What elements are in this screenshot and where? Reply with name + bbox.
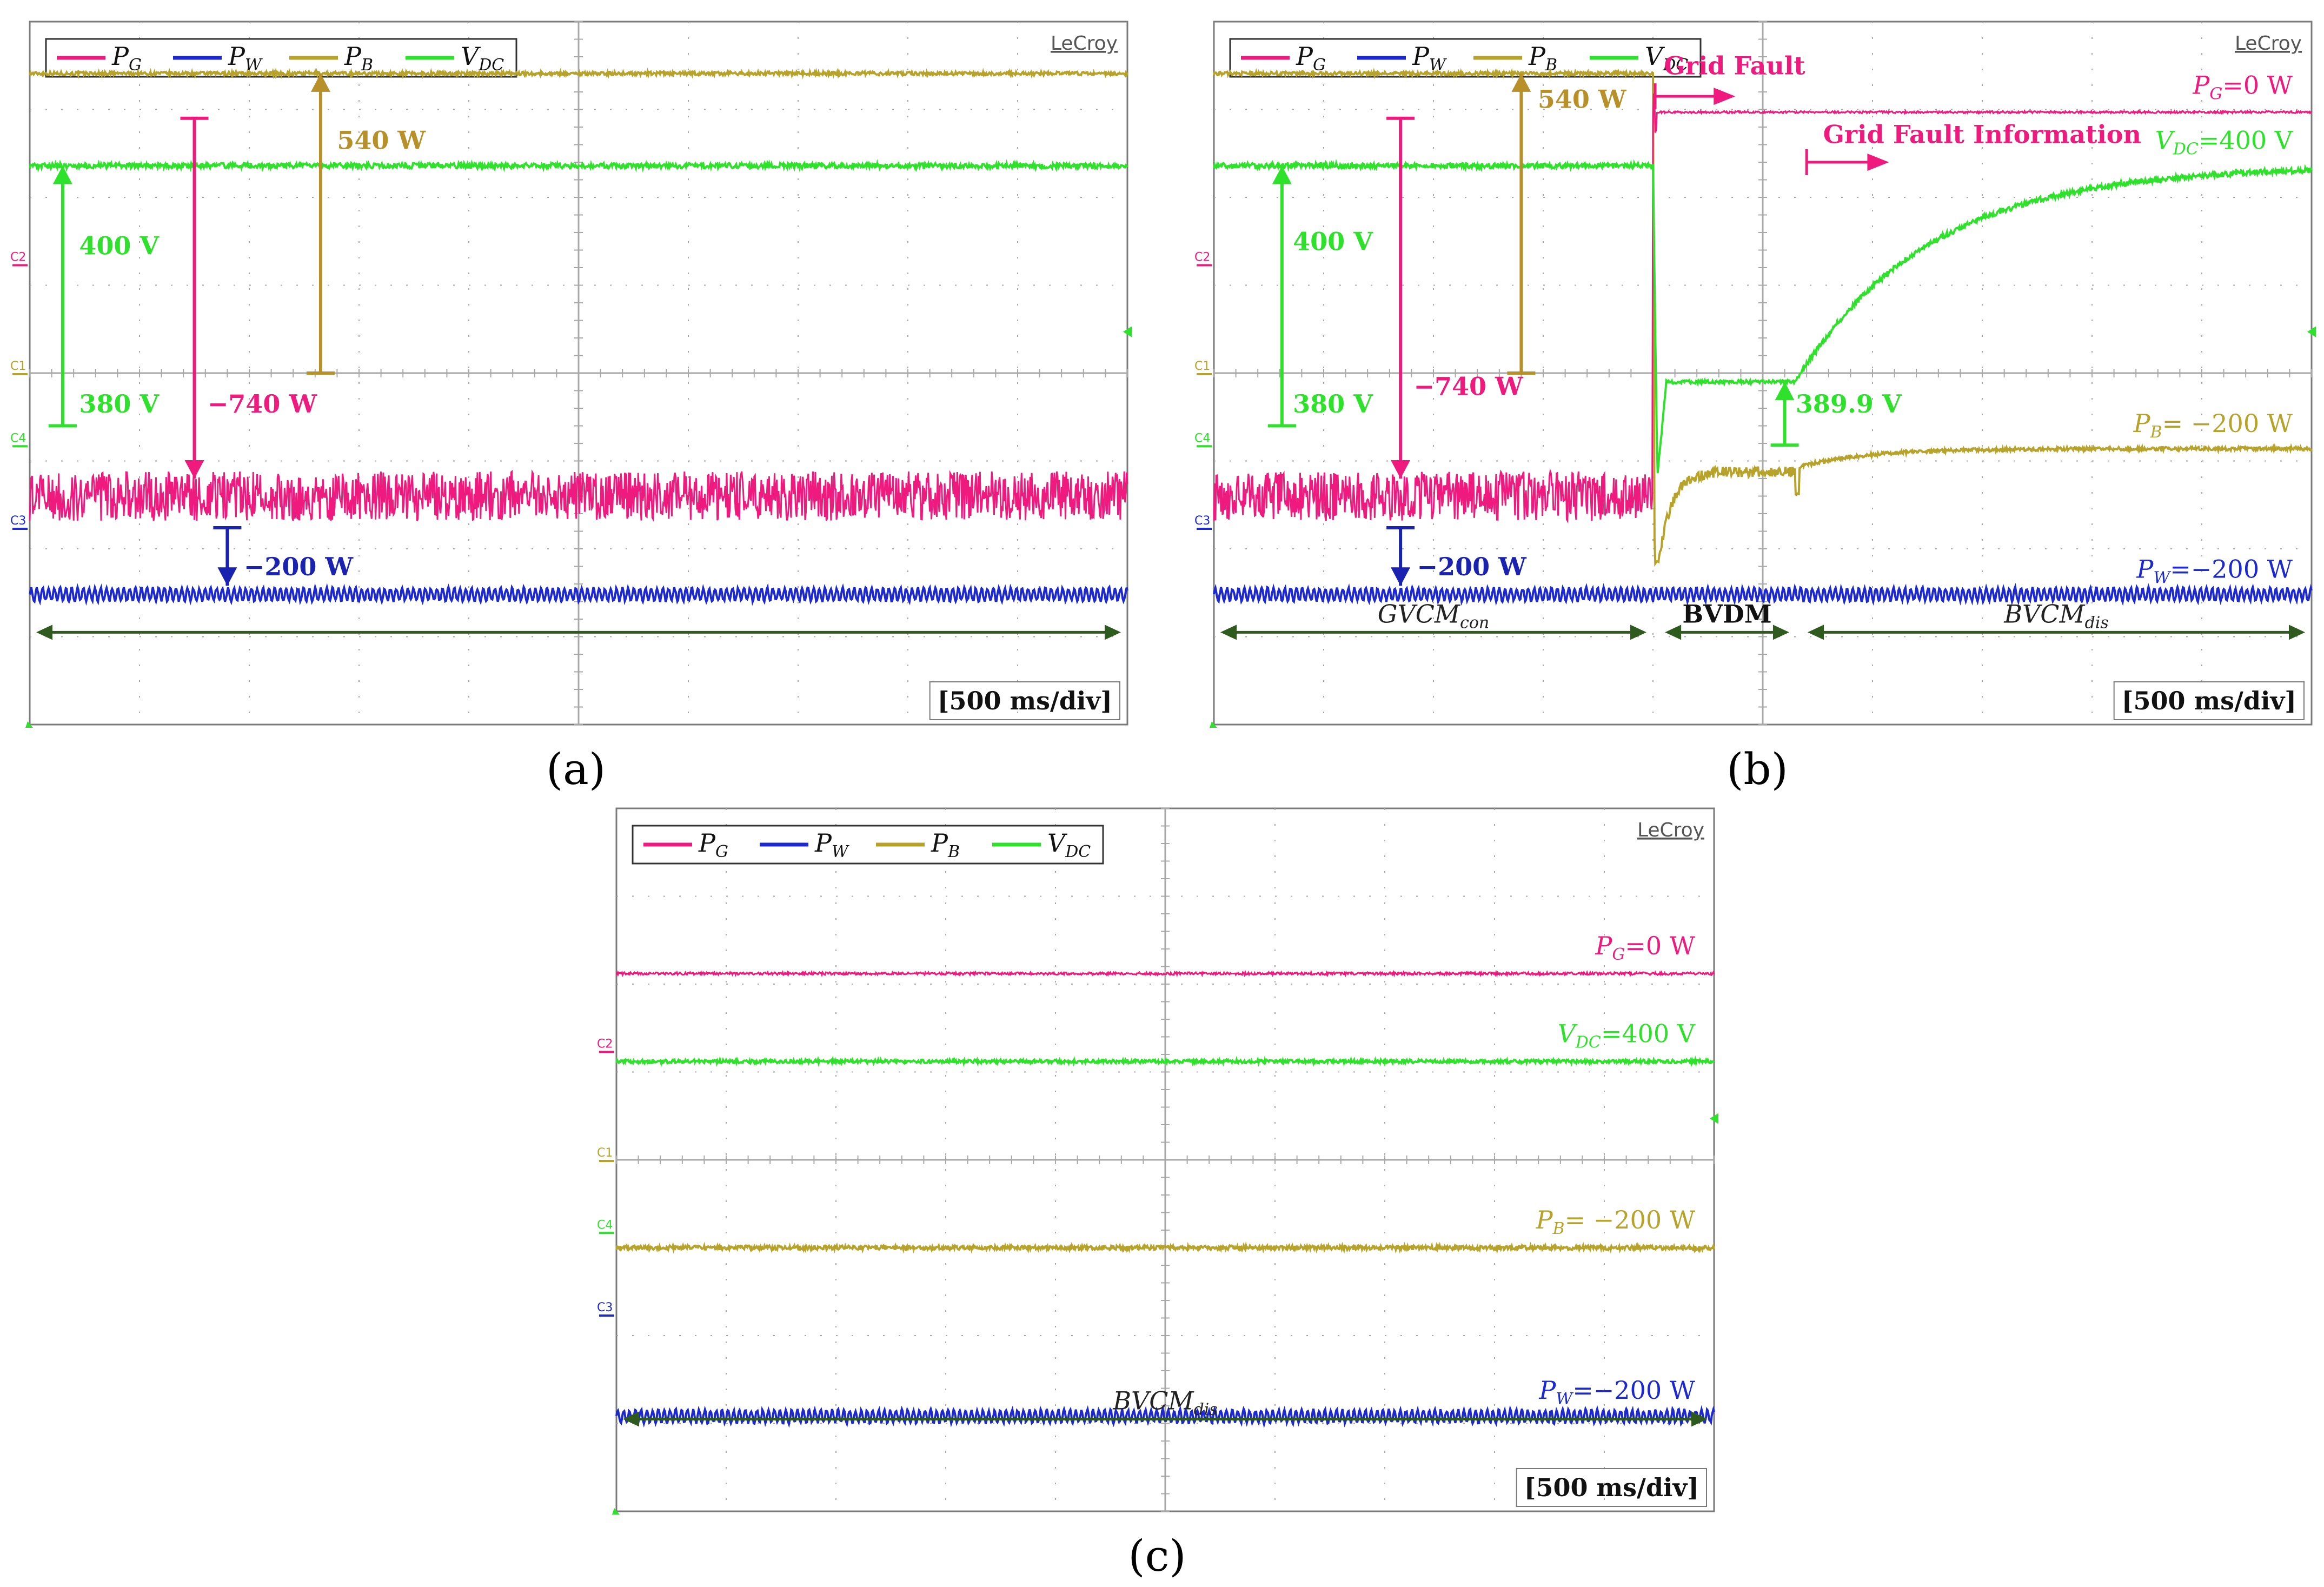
- legend-label-V_DC: VDC: [1047, 828, 1091, 861]
- level-label-0: PG=0 W: [2192, 70, 2293, 103]
- annotation-6: Grid Fault: [1654, 51, 1805, 110]
- trace-P_G: [29, 469, 1128, 522]
- trigger-marker: [612, 1508, 620, 1515]
- legend-label-P_G: PG: [1296, 42, 1326, 75]
- mode-label-2: BVCMdis: [2003, 599, 2109, 632]
- legend-label-P_B: PB: [1528, 42, 1557, 75]
- trace-P_G: [615, 970, 1715, 978]
- level-label-2: PB= −200 W: [2133, 409, 2293, 442]
- annotation-label: 389.9 V: [1796, 389, 1902, 419]
- level-label-2: PB= −200 W: [1536, 1205, 1696, 1238]
- annotation-label: Grid Fault Information: [1823, 119, 2141, 149]
- annotation-0: 540 W: [1507, 73, 1627, 375]
- channel-marker-C1: C1: [597, 1146, 613, 1160]
- annotation-label: 380 V: [79, 389, 160, 419]
- trace-P_B: [1213, 68, 2313, 567]
- channel-marker-C1: C1: [1194, 360, 1210, 373]
- annotation-label: −200 W: [1417, 552, 1528, 581]
- mode-label-0: BVCMdis: [1112, 1386, 1218, 1419]
- annotation-label: −200 W: [244, 552, 354, 581]
- annotation-label: 540 W: [337, 126, 426, 155]
- scope-brand: LeCroy: [2235, 32, 2302, 55]
- scope-panel-c: LeCroy PG PW PB VDC C2 C1 C4 C3 PG=0 W VDC=400 V PB…: [597, 807, 1718, 1515]
- mode-bar: [36, 625, 1121, 640]
- annotation-3: −740 W: [180, 116, 318, 479]
- trace-V_DC: [29, 159, 1128, 173]
- channel-marker-C2: C2: [597, 1038, 613, 1051]
- channel-marker-C4: C4: [10, 431, 26, 445]
- channel-marker-C4: C4: [597, 1218, 613, 1232]
- scope-brand: LeCroy: [1051, 32, 1118, 55]
- trace-P_B: [29, 67, 1128, 79]
- annotation-label: −740 W: [1413, 372, 1524, 401]
- level-label-1: VDC=400 V: [2155, 126, 2293, 159]
- trace-P_B: [615, 1241, 1715, 1254]
- mode-bar: BVCMdis: [623, 1386, 1708, 1427]
- trigger-marker: [2307, 326, 2316, 337]
- annotation-2: 380 V: [48, 389, 160, 428]
- legend-label-P_B: PB: [931, 828, 960, 861]
- caption-b: (b): [1727, 744, 1788, 794]
- legend-label-P_G: PG: [698, 828, 728, 861]
- timebase-label: [500 ms/div]: [2122, 686, 2296, 715]
- trace-P_W: [29, 583, 1128, 606]
- annotation-3: −740 W: [1386, 116, 1524, 479]
- channel-marker-C4: C4: [1194, 431, 1210, 445]
- channel-marker-C3: C3: [1194, 514, 1210, 528]
- caption-c: (c): [1128, 1531, 1186, 1581]
- trace-P_G: [1213, 93, 2313, 524]
- mode-bar: GVCMcon BVDM BVCMdis: [1220, 599, 2305, 640]
- level-label-3: PW=−200 W: [1538, 1376, 1695, 1409]
- legend-label-P_G: PG: [111, 42, 142, 75]
- timebase-box: [1516, 1468, 1707, 1507]
- annotation-7: Grid Fault Information: [1805, 119, 2141, 175]
- timebase-box: [929, 681, 1120, 720]
- annotation-label: 400 V: [79, 231, 160, 261]
- annotation-4: −200 W: [213, 526, 354, 586]
- annotation-1: 400 V: [1267, 165, 1373, 428]
- level-label-1: VDC=400 V: [1558, 1019, 1696, 1052]
- trace-P_W: [1213, 582, 2313, 607]
- annotation-label: 540 W: [1538, 84, 1627, 114]
- mode-label-1: BVDM: [1682, 599, 1771, 628]
- annotation-0: 540 W: [306, 73, 426, 375]
- trigger-marker: [1210, 721, 1217, 728]
- channel-marker-C2: C2: [10, 251, 26, 264]
- channel-marker-C2: C2: [1194, 251, 1210, 264]
- annotation-label: Grid Fault: [1664, 51, 1805, 81]
- annotation-4: −200 W: [1386, 526, 1528, 586]
- level-label-3: PW=−200 W: [2136, 555, 2293, 588]
- timebase-label: [500 ms/div]: [938, 686, 1112, 715]
- channel-marker-C3: C3: [10, 514, 26, 528]
- scope-brand: LeCroy: [1637, 819, 1704, 841]
- channel-marker-C1: C1: [10, 360, 26, 373]
- legend-label-V_DC: VDC: [461, 42, 504, 75]
- trace-V_DC: [1213, 158, 2313, 473]
- channel-marker-C3: C3: [597, 1301, 613, 1314]
- timebase-box: [2113, 681, 2305, 720]
- mode-label-0: GVCMcon: [1378, 599, 1489, 632]
- annotation-label: 400 V: [1293, 227, 1373, 256]
- legend: PG PW PB VDC: [632, 825, 1104, 865]
- legend: PG PW PB VDC: [1229, 38, 1702, 78]
- annotation-2: 380 V: [1267, 389, 1373, 428]
- annotation-label: 380 V: [1293, 389, 1373, 419]
- annotation-label: −740 W: [208, 389, 318, 419]
- legend-label-V_DC: VDC: [1645, 42, 1688, 75]
- legend-label-P_B: PB: [344, 42, 373, 75]
- legend-label-P_W: PW: [814, 828, 849, 861]
- scope-grid: [1213, 21, 2312, 725]
- trigger-marker: [1123, 326, 1132, 337]
- trigger-marker: [25, 721, 33, 728]
- annotation-5: 389.9 V: [1770, 382, 1902, 447]
- trace-V_DC: [615, 1055, 1715, 1067]
- caption-a: (a): [546, 744, 606, 794]
- scope-grid: [29, 21, 1128, 725]
- timebase-label: [500 ms/div]: [1524, 1473, 1699, 1502]
- trigger-marker: [1710, 1113, 1718, 1124]
- level-label-0: PG=0 W: [1595, 931, 1695, 964]
